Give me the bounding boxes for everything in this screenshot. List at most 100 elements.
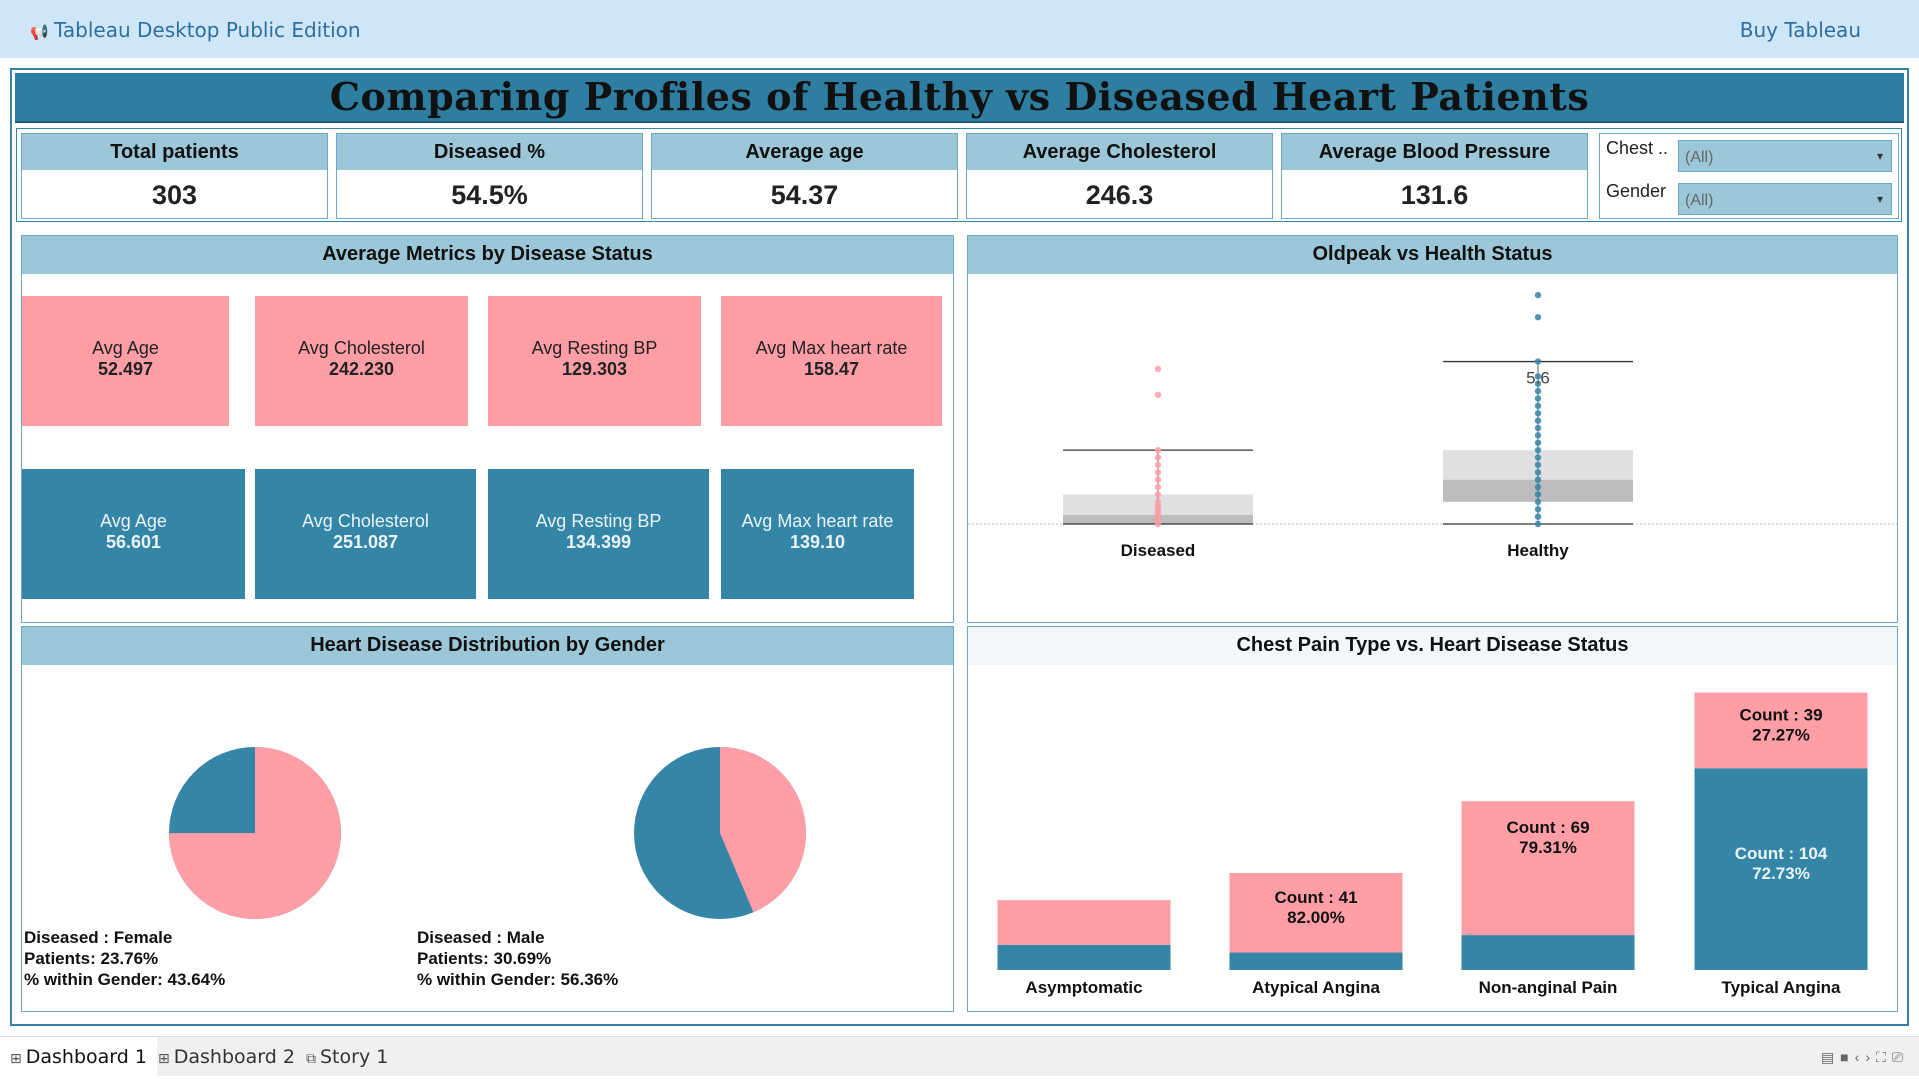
filter-label: Chest .. [1606,138,1669,158]
data-point [1154,461,1162,469]
category-label: Diseased [1121,541,1196,560]
data-point [1534,380,1542,387]
data-label: Count : 41 [1274,888,1357,907]
view-toolbar: ▤■‹›⛶⎚ [1821,1049,1909,1066]
data-point [1534,314,1542,321]
data-point [1534,424,1542,432]
metric-tile-pink-cholesterol[interactable]: Avg Cholesterol 242.230 [255,296,468,426]
category-label: Typical Angina [1721,978,1841,997]
bar-segment-pink [1694,692,1868,769]
data-point [1534,461,1542,469]
data-point [1534,498,1542,506]
kpi-diseased-pct[interactable]: Diseased % 54.5% [336,133,643,219]
data-point [1154,454,1162,461]
gender-panel: Heart Disease Distribution by Gender Dis… [21,626,954,1012]
tab-dashboard-1[interactable]: ⊞ Dashboard 1 [0,1037,157,1077]
metrics-panel-title: Average Metrics by Disease Status [22,236,953,274]
gender-pie-charts: Diseased : Female Patients: 23.76% % withi… [24,747,806,989]
metric-tile-blue-age[interactable]: Avg Age 56.601 [22,469,245,599]
category-label: Atypical Angina [1252,978,1380,997]
story-icon: ⧉ [306,1051,316,1067]
dashboard-icon: ⊞ [10,1051,22,1067]
data-point [1534,402,1542,410]
filter-value: (All) [1685,149,1714,166]
oldpeak-panel: Oldpeak vs Health Status 5.6 Diseased Heal… [967,235,1898,623]
gender-panel-title: Heart Disease Distribution by Gender [22,627,953,665]
data-point [1534,520,1542,528]
metric-tile-pink-resting-bp[interactable]: Avg Resting BP 129.303 [488,296,701,426]
metrics-panel: Average Metrics by Disease Status Avg Ag… [21,235,954,623]
pie-label: Patients: 30.69% [417,949,551,968]
filter-panel: Chest .. (All) ▾ Gender (All) ▾ [1599,133,1899,219]
kpi-average-age[interactable]: Average age 54.37 [651,133,958,219]
metric-tile-pink-age[interactable]: Avg Age 52.497 [22,296,229,426]
prev-icon[interactable]: ‹ [1854,1049,1866,1065]
data-point [1534,358,1542,365]
data-point [1154,446,1162,454]
data-point [1154,391,1162,398]
bar-segment-blue [997,944,1171,970]
pie-slice-pink [169,747,341,919]
chest-pain-panel: Chest Pain Type vs. Heart Disease Status… [967,626,1898,1012]
present-icon[interactable]: ⎚ [1891,1049,1909,1065]
dashboard-title: Comparing Profiles of Healthy vs Disease… [329,74,1590,119]
data-point [1534,395,1542,402]
metric-tile-blue-max-heart-rate[interactable]: Avg Max heart rate 139.10 [721,469,914,599]
kpi-label: Diseased % [337,134,642,170]
data-point [1534,476,1542,483]
edition-label: 📢 Tableau Desktop Public Edition [30,18,361,42]
oldpeak-panel-title: Oldpeak vs Health Status [968,236,1897,274]
chest-pain-stacked-bar-chart: Asymptomatic Atypical Angina Non-anginal P… [997,692,1868,997]
data-point [1534,432,1542,439]
grid-view-icon[interactable]: ▤ [1820,1049,1841,1065]
data-label: Count : 39 [1739,705,1822,724]
chest-filter: Chest .. (All) ▾ [1604,136,1894,172]
data-point [1534,291,1542,299]
kpi-total-patients[interactable]: Total patients 303 [21,133,328,219]
oldpeak-box-plot: 5.6 Diseased Healthy [968,291,1897,560]
metric-tile-blue-resting-bp[interactable]: Avg Resting BP 134.399 [488,469,709,599]
tab-dashboard-2[interactable]: ⊞ Dashboard 2 [158,1046,295,1068]
kpi-value: 131.6 [1400,180,1469,210]
metric-tile-pink-max-heart-rate[interactable]: Avg Max heart rate 158.47 [721,296,942,426]
data-label: Count : 104 [1735,844,1828,863]
gender-filter: Gender (All) ▾ [1604,179,1894,215]
bar-segment-pink [1229,873,1403,953]
filmstrip-icon[interactable]: ■ [1840,1049,1855,1065]
pie-label: % within Gender: 43.64% [24,970,225,989]
pie-label: Diseased : Male [417,928,545,947]
data-point [1534,387,1542,395]
data-label: 82.00% [1287,908,1345,927]
data-point [1534,483,1542,491]
data-point [1534,417,1542,424]
kpi-average-cholesterol[interactable]: Average Cholesterol 246.3 [966,133,1273,219]
sheet-tabs: ⊞ Dashboard 1 ⊞ Dashboard 2 ⧉ Story 1 ▤■‹›⛶… [0,1036,1919,1077]
chest-filter-dropdown[interactable]: (All) ▾ [1678,140,1892,172]
next-icon[interactable]: › [1865,1049,1876,1065]
gender-filter-dropdown[interactable]: (All) ▾ [1678,183,1892,215]
dashboard-icon: ⊞ [158,1051,170,1067]
data-label: 79.31% [1519,838,1577,857]
bar-segment-pink [997,900,1171,945]
data-point [1154,491,1162,498]
bar-segment-blue [1461,935,1635,970]
fullscreen-icon[interactable]: ⛶ [1875,1049,1892,1065]
kpi-label: Average Blood Pressure [1282,134,1587,170]
kpi-average-blood-pressure[interactable]: Average Blood Pressure 131.6 [1281,133,1588,219]
tab-story-1[interactable]: ⧉ Story 1 [306,1046,389,1068]
data-point [1534,410,1542,417]
pie-label: % within Gender: 56.36% [417,970,618,989]
filter-value: (All) [1685,192,1714,209]
pie-slice-pink [720,747,806,913]
pie-label: Patients: 23.76% [24,949,158,968]
top-bar: 📢 Tableau Desktop Public Edition Buy Tabl… [0,0,1919,58]
bar-segment-pink [1461,801,1635,936]
data-point [1534,491,1542,498]
bar-segment-blue [1694,768,1868,970]
data-point [1534,506,1542,513]
data-label: Count : 69 [1506,818,1589,837]
buy-tableau-link[interactable]: Buy Tableau [1739,18,1861,42]
kpi-value: 246.3 [1085,180,1154,210]
title-bar: Comparing Profiles of Healthy vs Disease… [15,73,1904,123]
metric-tile-blue-cholesterol[interactable]: Avg Cholesterol 251.087 [255,469,476,599]
